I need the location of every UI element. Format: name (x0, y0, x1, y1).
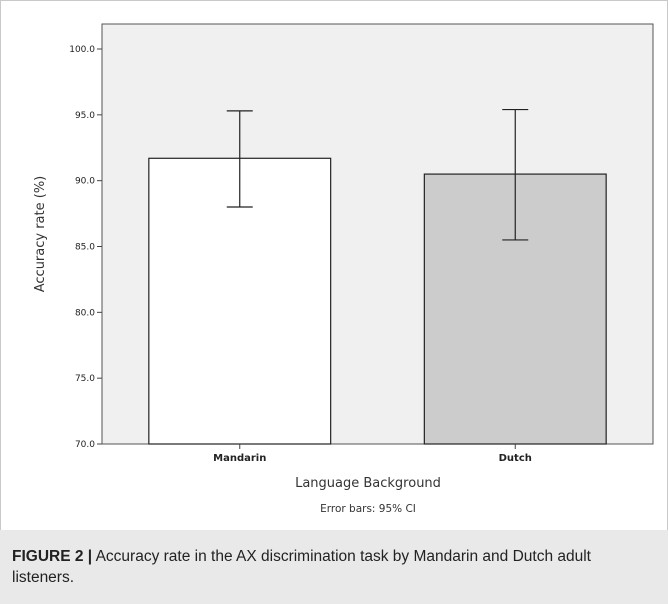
y-tick-label: 100.0 (69, 45, 95, 55)
bar-chart: 70.0 75.0 80.0 85.0 90.0 95.0 100.0 Mandarin Du… (33, 23, 654, 515)
y-tick-label: 70.0 (75, 440, 95, 450)
x-tick-label: Mandarin (213, 453, 266, 464)
error-bars-note: Error bars: 95% CI (320, 503, 416, 515)
y-tick-label: 80.0 (75, 308, 95, 318)
y-tick-label: 85.0 (75, 243, 95, 253)
y-tick-label: 75.0 (75, 374, 95, 384)
x-axis: Mandarin Dutch (213, 444, 532, 464)
y-tick-label: 90.0 (75, 177, 95, 187)
caption-text: Accuracy rate in the AX discrimination t… (12, 548, 591, 586)
y-axis: 70.0 75.0 80.0 85.0 90.0 95.0 100.0 (69, 45, 102, 450)
x-axis-title: Language Background (295, 476, 441, 491)
x-tick-label: Dutch (499, 453, 532, 464)
y-tick-label: 95.0 (75, 111, 95, 121)
bars (148, 108, 607, 445)
caption-background (0, 530, 668, 604)
figure-label: FIGURE 2 | (12, 548, 93, 565)
figure-caption: FIGURE 2 | Accuracy rate in the AX discr… (12, 546, 652, 588)
y-axis-title: Accuracy rate (%) (33, 176, 48, 293)
